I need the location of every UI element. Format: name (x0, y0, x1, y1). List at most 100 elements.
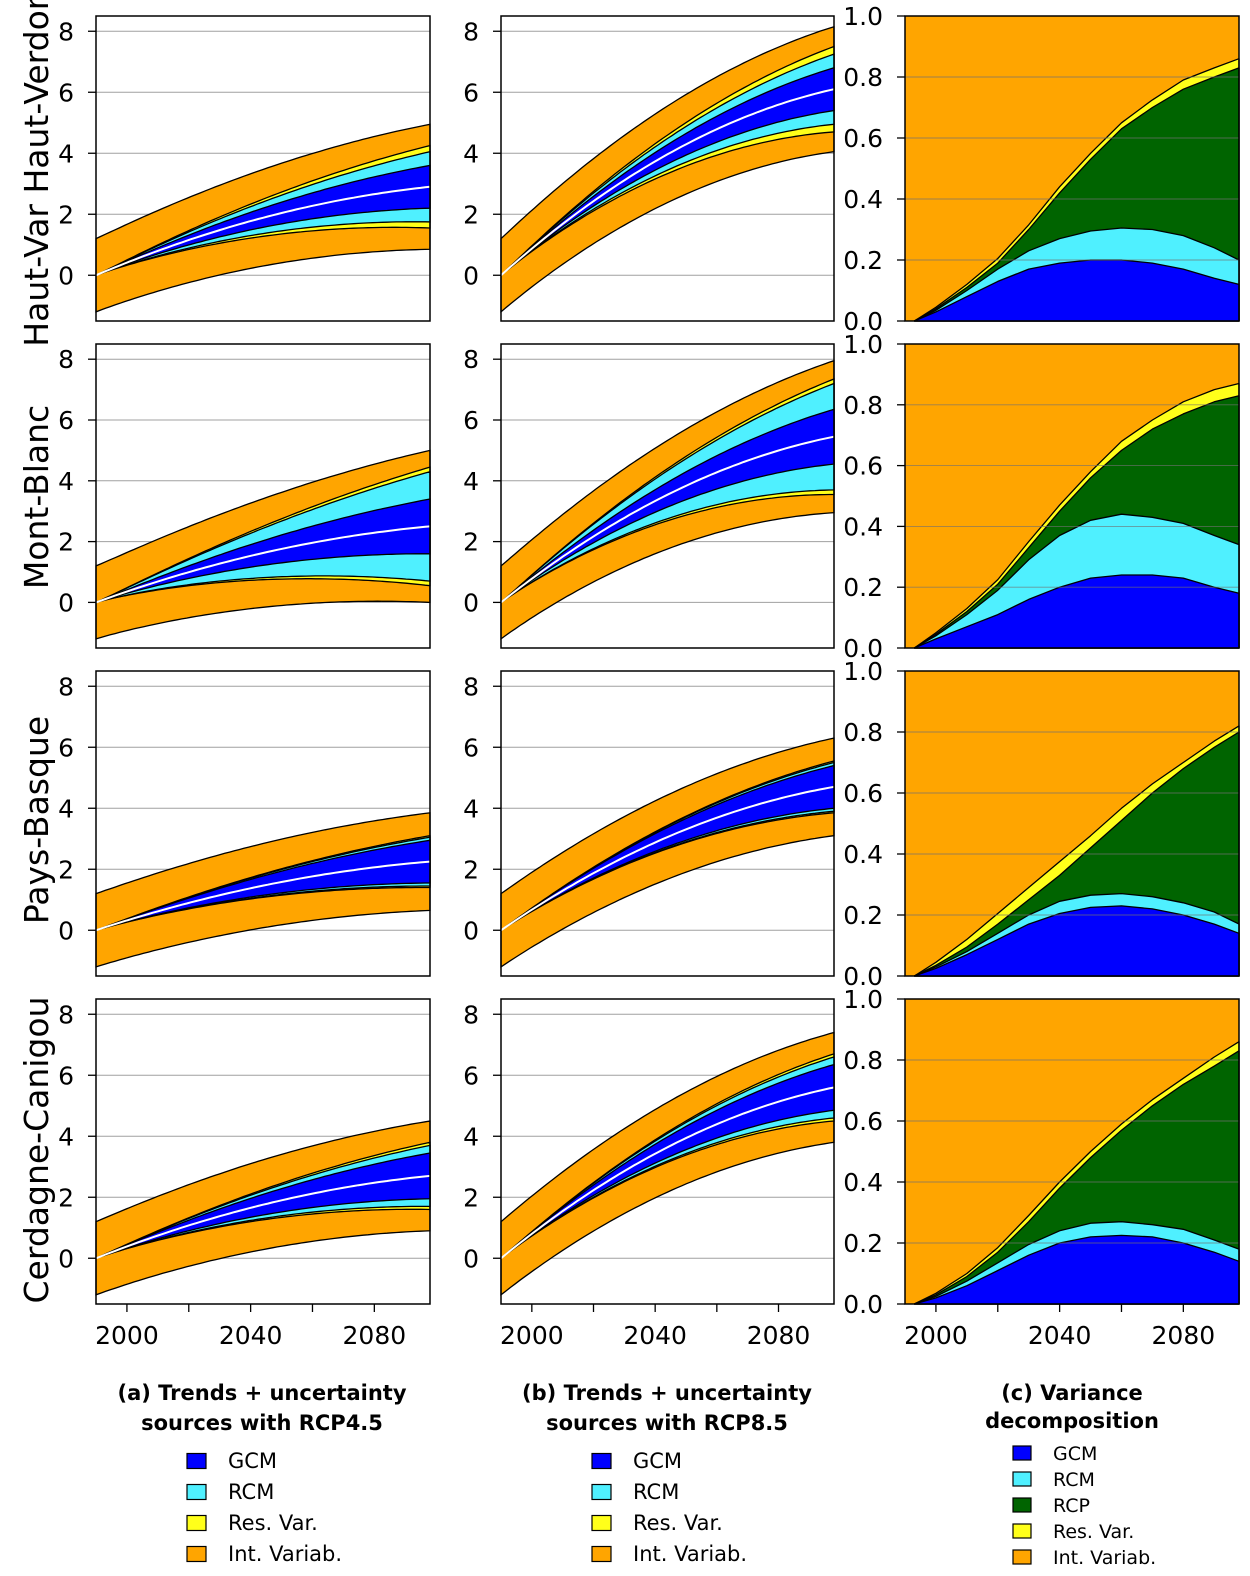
y-tick-label: 0.0 (843, 634, 883, 663)
mean-line (500, 1086, 835, 1260)
panel-frame (904, 998, 1240, 1305)
x-tick-label: 2080 (747, 1321, 811, 1350)
legend-swatch (591, 1452, 612, 1470)
row-label-cerdagne: Cerdagne-Canigou (17, 997, 56, 1304)
y-tick-label: 0 (463, 261, 479, 290)
mean-line (95, 525, 431, 604)
y-tick-label: 0.8 (843, 1046, 883, 1075)
panel-frame (95, 343, 431, 649)
panel-frame (500, 670, 835, 977)
legend-swatch (591, 1545, 612, 1563)
y-tick-label: 0 (58, 1244, 74, 1273)
legend-swatch (1012, 1523, 1032, 1539)
y-tick-label: 6 (58, 1061, 74, 1090)
variance-panel-pays-basque: 0.0 0.2 0.4 0.6 0.8 1.0 (843, 657, 1240, 991)
y-tick-label: 2 (463, 528, 479, 557)
y-tick-label: 0.8 (843, 63, 883, 92)
y-tick-label: 8 (58, 672, 74, 701)
legend-label: Int. Variab. (228, 1542, 342, 1566)
legend-b: GCM RCM Res. Var. Int. Variab. (591, 1449, 747, 1566)
x-axis-col-2: 2000 2040 2080 (904, 1304, 1215, 1350)
y-tick-label: 1.0 (843, 657, 883, 686)
y-tick-label: 0 (58, 261, 74, 290)
caption-a-line1: (a) Trends + uncertainty (117, 1381, 406, 1405)
y-tick-label: 4 (58, 1122, 74, 1151)
y-tick-label: 8 (58, 1000, 74, 1029)
legend-label: Int. Variab. (1053, 1547, 1156, 1569)
area-gcm (913, 1234, 1240, 1305)
y-tick-label: 0.0 (843, 962, 883, 991)
y-tick-label: 0.2 (843, 573, 883, 602)
y-tick-label: 0.4 (843, 840, 883, 869)
legend-swatch (186, 1483, 207, 1501)
y-tick-label: 2 (58, 200, 74, 229)
y-tick-label: 4 (58, 467, 74, 496)
legend-label: RCM (1053, 1469, 1095, 1491)
legend-swatch (591, 1514, 612, 1532)
x-tick-label: 2080 (1152, 1321, 1216, 1350)
caption-b-line1: (b) Trends + uncertainty (522, 1381, 812, 1405)
y-tick-label: 0.2 (843, 901, 883, 930)
panel-frame (95, 670, 431, 977)
y-tick-label: 0.8 (843, 391, 883, 420)
y-tick-label: 4 (463, 1122, 479, 1151)
legend-label: RCM (633, 1480, 679, 1504)
y-tick-label: 2 (463, 1183, 479, 1212)
legend-swatch (186, 1545, 207, 1563)
y-tick-label: 2 (463, 200, 479, 229)
y-tick-label: 2 (58, 1183, 74, 1212)
variance-panel-cerdagne: 0.0 0.2 0.4 0.6 0.8 1.0 (843, 985, 1240, 1319)
y-tick-label: 1.0 (843, 985, 883, 1014)
mean-line (95, 1174, 431, 1260)
y-tick-label: 0.6 (843, 124, 883, 153)
y-tick-label: 0.0 (843, 1290, 883, 1319)
panel-frame (500, 15, 835, 322)
mean-line (95, 185, 431, 277)
y-tick-label: 6 (463, 406, 479, 435)
y-tick-label: 6 (58, 733, 74, 762)
y-tick-label: 6 (58, 78, 74, 107)
x-tick-label: 2000 (500, 1321, 564, 1350)
mean-line (500, 785, 835, 932)
y-tick-label: 2 (58, 528, 74, 557)
y-tick-label: 0.8 (843, 718, 883, 747)
panel-frame (95, 998, 431, 1305)
mean-line (95, 860, 431, 932)
y-tick-label: 1.0 (843, 330, 883, 359)
legend-label: Res. Var. (633, 1511, 723, 1535)
trend-panel-haut-var-rcp85: 0 2 4 6 8 (463, 15, 835, 322)
caption-c-line1: (c) Variance (1001, 1381, 1143, 1405)
trend-panel-cerdagne-rcp85: 0 2 4 6 8 (463, 998, 835, 1305)
mean-line (500, 88, 835, 277)
x-tick-label: 2040 (1028, 1321, 1092, 1350)
y-tick-label: 8 (58, 345, 74, 374)
legend-label: Res. Var. (228, 1511, 318, 1535)
caption-a-line2: sources with RCP4.5 (141, 1411, 383, 1435)
trend-panel-mont-blanc-rcp85: 0 2 4 6 8 (463, 343, 835, 649)
y-tick-label: 4 (58, 794, 74, 823)
legend-label: GCM (633, 1449, 682, 1473)
trend-panel-cerdagne-rcp45: 0 2 4 6 8 (58, 998, 431, 1305)
legend-c: GCM RCM RCP Res. Var. Int. Variab. (1012, 1443, 1156, 1569)
row-label-mont-blanc: Mont-Blanc (17, 405, 56, 589)
y-tick-label: 8 (463, 1000, 479, 1029)
y-tick-label: 1.0 (843, 2, 883, 31)
legend-swatch (1012, 1497, 1032, 1513)
legend-swatch (186, 1452, 207, 1470)
panels: 0 2 4 6 8 0 2 4 6 8 0 2 4 6 8 0 2 4 6 8 0 2 4 6 8 0 2 4 6 8 0 2 4 6 8 0 2 4 6 8… (58, 2, 1240, 1350)
row-labels: Haut-Var Haut-Verdon Mont-Blanc Pays-Bas… (17, 0, 56, 1303)
caption-b-line2: sources with RCP8.5 (546, 1411, 788, 1435)
legend-label: Int. Variab. (633, 1542, 747, 1566)
captions: (a) Trends + uncertainty sources with RC… (117, 1381, 1158, 1435)
legend-swatch (1012, 1445, 1032, 1461)
trend-panel-haut-var-rcp45: 0 2 4 6 8 (58, 15, 431, 322)
x-tick-label: 2000 (95, 1321, 159, 1350)
y-tick-label: 8 (463, 672, 479, 701)
x-tick-label: 2080 (343, 1321, 407, 1350)
y-tick-label: 0.2 (843, 1229, 883, 1258)
caption-c-line2: decomposition (985, 1409, 1159, 1433)
area-gcm (913, 574, 1240, 649)
panel-frame (904, 15, 1240, 322)
y-tick-label: 2 (463, 855, 479, 884)
